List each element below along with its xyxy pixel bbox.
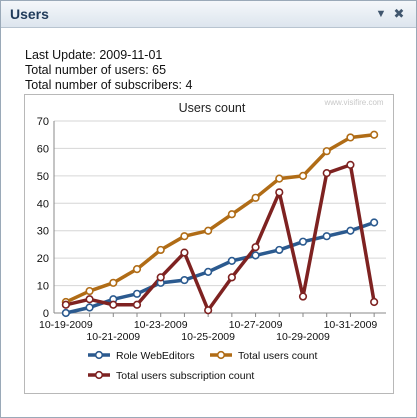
data-point: [275, 188, 284, 197]
chart-svg: Users count www.visifire.com 0 10 20 30 40 50…: [24, 94, 394, 394]
data-point: [227, 273, 236, 282]
data-point: [322, 169, 331, 178]
data-point: [109, 278, 118, 287]
data-point: [109, 300, 118, 309]
data-point: [251, 193, 260, 202]
watermark: www.visifire.com: [323, 98, 383, 107]
x-tick-label: 10-29-2009: [276, 331, 330, 343]
y-tick-label: 60: [37, 143, 49, 155]
chart-frame: [24, 94, 394, 394]
last-update-text: Last Update: 2009-11-01: [25, 48, 163, 62]
data-point: [370, 297, 379, 307]
data-point: [61, 300, 70, 309]
y-tick-label: 30: [37, 226, 49, 238]
series-line: [65, 132, 375, 304]
x-tick-label: 10-25-2009: [181, 331, 235, 343]
legend-swatch-marker: [216, 350, 226, 360]
data-point: [85, 303, 94, 312]
data-point: [204, 267, 213, 276]
data-point: [275, 245, 284, 255]
y-tick-label: 50: [37, 171, 49, 183]
x-tick-label: 10-21-2009: [86, 331, 140, 343]
data-point: [227, 256, 236, 265]
data-point: [251, 251, 260, 260]
data-point: [346, 133, 355, 142]
legend-swatch-marker: [94, 370, 104, 380]
data-point: [85, 295, 94, 304]
close-icon[interactable]: ✖: [393, 6, 405, 21]
y-tick-label: 40: [37, 198, 49, 210]
data-point: [346, 226, 355, 235]
data-point: [370, 130, 379, 139]
data-point: [322, 147, 331, 156]
data-point: [298, 292, 308, 301]
users-count-chart: Users count www.visifire.com 0 10 20 30 40 50…: [24, 94, 394, 394]
y-tick-label: 10: [37, 281, 49, 293]
y-tick-label: 70: [37, 116, 49, 128]
data-point: [275, 174, 284, 183]
data-point: [132, 289, 142, 298]
x-tick-label: 10-23-2009: [134, 319, 188, 331]
data-point: [227, 210, 236, 219]
data-point: [298, 237, 308, 246]
x-tick-label: 10-31-2009: [324, 319, 378, 331]
legend-label: Total users count: [238, 350, 317, 362]
y-tick-label: 0: [43, 308, 49, 320]
data-point: [180, 232, 189, 241]
data-point: [132, 300, 142, 309]
data-point: [61, 308, 70, 318]
data-point: [346, 160, 355, 169]
data-point: [251, 243, 260, 252]
data-point: [132, 265, 142, 274]
data-point: [180, 248, 189, 257]
legend-label: Role WebEditors: [116, 350, 195, 362]
data-point: [156, 273, 165, 282]
data-point: [322, 232, 331, 241]
dropdown-arrow-icon[interactable]: ▼: [375, 8, 387, 20]
data-point: [370, 218, 379, 227]
widget-title: Users: [10, 6, 49, 22]
x-tick-label: 10-27-2009: [229, 319, 283, 331]
data-point: [204, 226, 213, 235]
data-point: [180, 275, 189, 285]
data-point: [204, 306, 213, 315]
total-users-text: Total number of users: 65: [25, 63, 167, 77]
total-subscribers-text: Total number of subscribers: 4: [25, 78, 193, 92]
legend-swatch-marker: [94, 350, 104, 360]
y-tick-label: 20: [37, 253, 49, 265]
data-point: [156, 245, 165, 255]
data-point: [85, 286, 94, 296]
x-tick-label: 10-19-2009: [39, 319, 93, 331]
chart-title: Users count: [179, 101, 246, 115]
data-point: [298, 171, 308, 180]
legend-label: Total users subscription count: [116, 370, 254, 382]
widget-titlebar: Users ▼ ✖: [1, 1, 416, 28]
